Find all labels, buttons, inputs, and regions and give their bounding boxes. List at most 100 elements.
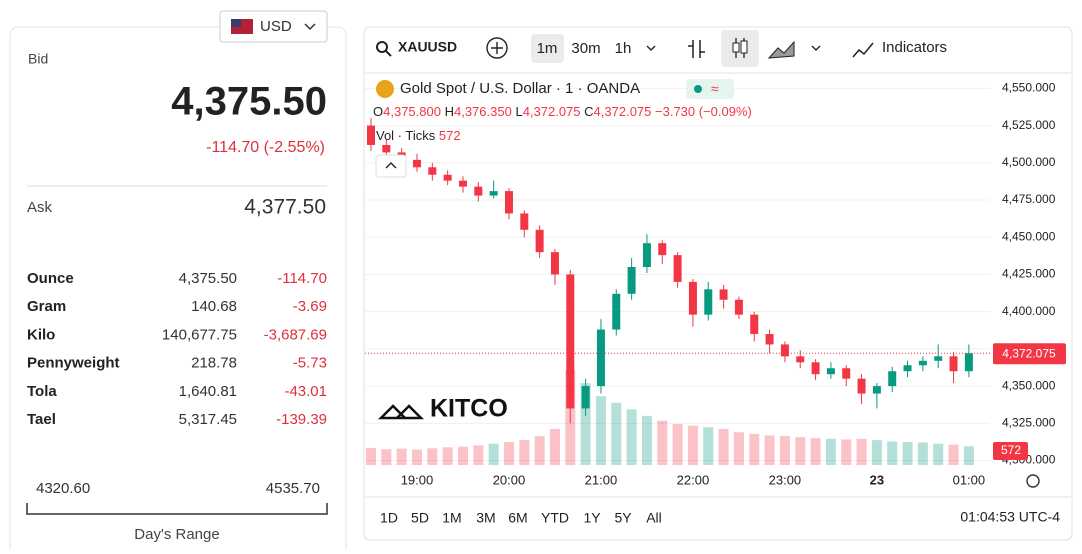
candle-body: [949, 356, 958, 372]
settings[interactable]: [1026, 474, 1040, 488]
volume-bar: [626, 409, 637, 465]
volume-bar: [933, 443, 944, 465]
currency-button[interactable]: [219, 10, 328, 43]
volume-bar: [764, 435, 775, 465]
candle-body: [688, 281, 697, 315]
candle-body: [627, 267, 636, 294]
y-tick-label: 4,525.000: [1002, 118, 1056, 132]
volume-bar: [549, 428, 560, 465]
unit-price: 4,375.50: [179, 270, 237, 287]
indicators-icon[interactable]: [852, 42, 874, 58]
candle-body: [704, 289, 713, 315]
candle-body: [642, 243, 651, 268]
candle-body: [734, 299, 743, 315]
candle-body: [857, 378, 866, 394]
interval[interactable]: 1h: [615, 40, 632, 57]
status-icon: ≈: [711, 81, 719, 97]
range-high: 4535.70: [266, 480, 320, 497]
candle-body: [673, 255, 682, 282]
volume-box: [993, 442, 1028, 460]
range-button[interactable]: 1M: [442, 510, 461, 526]
range-button[interactable]: All: [646, 510, 662, 526]
volume-bar: [442, 447, 453, 465]
last-price-label: 4,372.075: [1002, 346, 1056, 360]
unit-price: 140.68: [191, 298, 237, 315]
range-bar: [26, 503, 328, 515]
volume-bar: [749, 433, 760, 465]
unit-change: -3,687.69: [264, 326, 327, 343]
candle-icon-body: [740, 40, 748, 54]
change: -114.70 (-2.55%): [206, 139, 325, 156]
candle-body: [811, 362, 820, 375]
area-icon[interactable]: [767, 40, 795, 59]
candle-body: [535, 229, 544, 253]
volume-bar: [595, 396, 606, 465]
volume-bar: [687, 425, 698, 465]
range-button[interactable]: 3M: [476, 510, 495, 526]
volume-bar: [427, 448, 438, 465]
unit-price: 218.78: [191, 355, 237, 372]
unit-name: Gram: [27, 298, 66, 315]
volume-bar: [611, 402, 622, 465]
status-dot: [694, 85, 702, 93]
volume-bar: [473, 445, 484, 465]
style-menu[interactable]: [811, 45, 821, 51]
candle-body: [382, 144, 391, 153]
interval[interactable]: 1m: [537, 40, 558, 57]
interval[interactable]: 30m: [571, 40, 600, 57]
y-tick-label: 4,350.000: [1002, 378, 1056, 392]
candle-body: [550, 252, 559, 275]
range-button[interactable]: 1D: [380, 510, 398, 526]
x-tick-label: 23:00: [769, 472, 802, 487]
collapse-legend[interactable]: [375, 154, 407, 178]
candle-body: [903, 365, 912, 372]
volume-bar: [856, 438, 867, 465]
range-button[interactable]: YTD: [541, 510, 569, 526]
unit-change: -3.69: [293, 298, 327, 315]
interval-menu[interactable]: [646, 45, 656, 51]
unit-name: Pennyweight: [27, 355, 120, 372]
search-icon[interactable]: [376, 41, 388, 53]
y-tick-label: 4,400.000: [1002, 304, 1056, 318]
range-button[interactable]: 6M: [508, 510, 527, 526]
volume-bar: [902, 442, 913, 465]
candle-body: [888, 371, 897, 387]
clock: 01:04:53 UTC-4: [960, 509, 1060, 525]
range-button[interactable]: 5D: [411, 510, 429, 526]
candle-body: [443, 174, 452, 181]
candle-body: [489, 191, 498, 196]
ohlc-legend: O4,375.800 H4,376.350 L4,372.075 C4,372.…: [373, 104, 752, 119]
bar-style-icon[interactable]: [688, 40, 705, 58]
volume-bar: [887, 441, 898, 465]
candle-body: [428, 167, 437, 175]
unit-change: -114.70: [277, 270, 327, 287]
volume-bar: [825, 438, 836, 465]
legend-value: 4,376.350: [454, 104, 512, 119]
candle-body: [842, 368, 851, 379]
candle-body: [872, 386, 881, 394]
range-button[interactable]: 1Y: [583, 510, 601, 526]
candle-body: [658, 243, 667, 256]
last-price-box: [993, 343, 1066, 365]
ask: 4,377.50: [244, 196, 326, 219]
candle-body: [612, 293, 621, 330]
volume-bar: [381, 449, 392, 465]
bid: 4,375.50: [171, 80, 327, 124]
unit-name: Ounce: [27, 270, 74, 287]
indicators[interactable]: Indicators: [882, 39, 947, 56]
candle-body: [780, 344, 789, 357]
volume-legend: Vol · Ticks 572: [376, 128, 461, 143]
volume-bar: [948, 444, 959, 465]
chevron: [304, 23, 316, 31]
symbol[interactable]: XAUUSD: [398, 39, 457, 55]
candle-body: [504, 191, 513, 214]
candle-style-active[interactable]: [721, 30, 759, 67]
add-compare[interactable]: [486, 37, 508, 59]
volume-bar: [841, 439, 852, 465]
x-tick-label: 01:00: [953, 472, 986, 487]
y-tick-label: 4,550.000: [1002, 81, 1056, 95]
legend-value: 4,375.800: [383, 104, 441, 119]
range-button[interactable]: 5Y: [614, 510, 632, 526]
legend-value: 4,372.075: [523, 104, 581, 119]
candle-body: [596, 329, 605, 387]
